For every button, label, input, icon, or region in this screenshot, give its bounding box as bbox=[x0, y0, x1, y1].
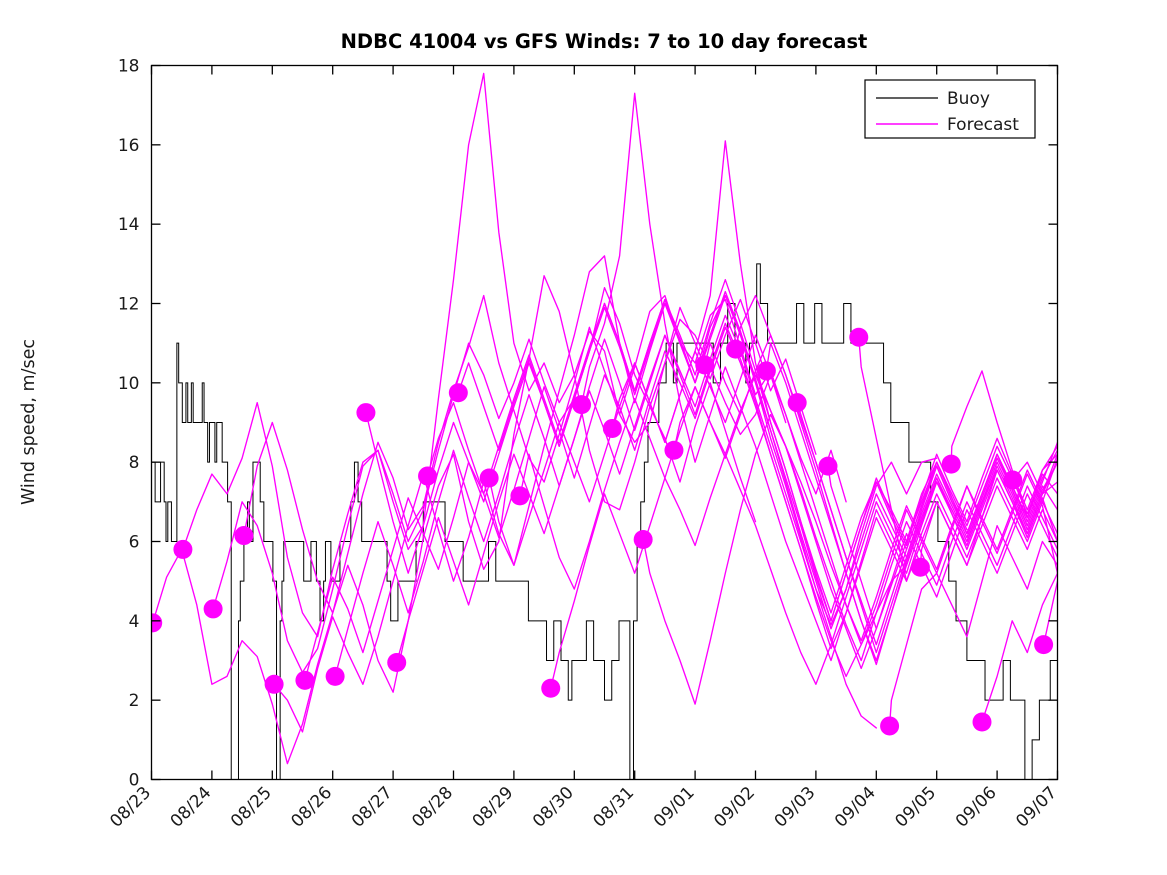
forecast-start-marker bbox=[541, 678, 561, 698]
forecast-series-line bbox=[704, 334, 1058, 646]
legend: Buoy Forecast bbox=[864, 79, 1036, 139]
forecast-start-marker bbox=[479, 468, 499, 488]
forecast-start-marker bbox=[910, 557, 930, 577]
forecast-start-marker bbox=[418, 466, 438, 486]
forecast-start-marker bbox=[234, 526, 254, 546]
y-tick-label: 2 bbox=[129, 691, 140, 711]
buoy-series-line bbox=[151, 263, 1058, 780]
forecast-start-marker bbox=[264, 674, 284, 694]
forecast-start-marker bbox=[448, 383, 468, 403]
forecast-start-marker bbox=[726, 339, 746, 359]
forecast-series-line bbox=[1012, 453, 1058, 495]
forecast-start-marker bbox=[787, 393, 807, 413]
y-tick-label: 4 bbox=[129, 612, 140, 632]
forecast-start-marker bbox=[695, 355, 715, 375]
forecast-start-marker bbox=[664, 440, 684, 460]
forecast-series-line bbox=[580, 92, 1058, 662]
forecast-start-marker bbox=[387, 652, 407, 672]
forecast-series-line bbox=[212, 286, 817, 674]
y-tick-label: 16 bbox=[118, 136, 140, 156]
forecast-start-marker bbox=[325, 666, 345, 686]
forecast-start-marker bbox=[1034, 635, 1054, 655]
axes-frame bbox=[150, 64, 1059, 781]
y-axis-label: Wind speed, m/sec bbox=[19, 339, 39, 505]
y-tick-label: 0 bbox=[129, 771, 140, 791]
forecast-start-marker bbox=[972, 712, 992, 732]
legend-label-forecast: Forecast bbox=[947, 115, 1019, 135]
chart-title: NDBC 41004 vs GFS Winds: 7 to 10 day for… bbox=[341, 30, 868, 53]
y-tick-label: 8 bbox=[129, 453, 140, 473]
forecast-series-line bbox=[673, 374, 1058, 662]
forecast-start-marker bbox=[510, 486, 530, 506]
forecast-start-marker bbox=[756, 361, 776, 381]
forecast-start-marker bbox=[818, 456, 838, 476]
forecast-start-marker bbox=[941, 454, 961, 474]
forecast-series-line bbox=[457, 290, 1058, 622]
legend-label-buoy: Buoy bbox=[947, 89, 990, 109]
forecast-series-line bbox=[182, 72, 787, 638]
y-tick-label: 14 bbox=[118, 215, 140, 235]
forecast-start-marker bbox=[203, 599, 223, 619]
forecast-start-markers bbox=[151, 327, 1054, 736]
forecast-start-marker bbox=[849, 327, 869, 347]
forecast-start-marker bbox=[295, 670, 315, 690]
forecast-start-marker bbox=[880, 716, 900, 736]
forecast-series-line bbox=[888, 524, 1058, 727]
forecast-series-line bbox=[796, 401, 1058, 654]
forecast-series-line bbox=[550, 453, 1058, 689]
forecast-series-line bbox=[334, 314, 938, 678]
y-tick-label: 18 bbox=[118, 57, 140, 77]
forecast-start-marker bbox=[151, 613, 163, 633]
forecast-series-line bbox=[426, 294, 1028, 630]
forecast-start-marker bbox=[633, 530, 653, 550]
legend-box bbox=[864, 79, 1036, 139]
forecast-series-line bbox=[642, 413, 1058, 705]
forecast-start-marker bbox=[173, 539, 193, 559]
y-tick-label: 12 bbox=[118, 295, 140, 315]
forecast-series-line bbox=[981, 572, 1058, 723]
forecast-start-marker bbox=[1003, 470, 1023, 490]
forecast-series-line bbox=[273, 255, 877, 733]
y-tick-label: 6 bbox=[129, 533, 140, 553]
forecast-start-marker bbox=[356, 403, 376, 423]
forecast-series-line bbox=[950, 370, 1058, 519]
forecast-start-marker bbox=[602, 418, 622, 438]
forecast-start-marker bbox=[572, 395, 592, 415]
forecast-series-line bbox=[919, 461, 1058, 568]
forecast-series-line bbox=[827, 445, 1058, 630]
forecast-series-line bbox=[1042, 580, 1058, 646]
y-tick-label: 10 bbox=[118, 374, 140, 394]
